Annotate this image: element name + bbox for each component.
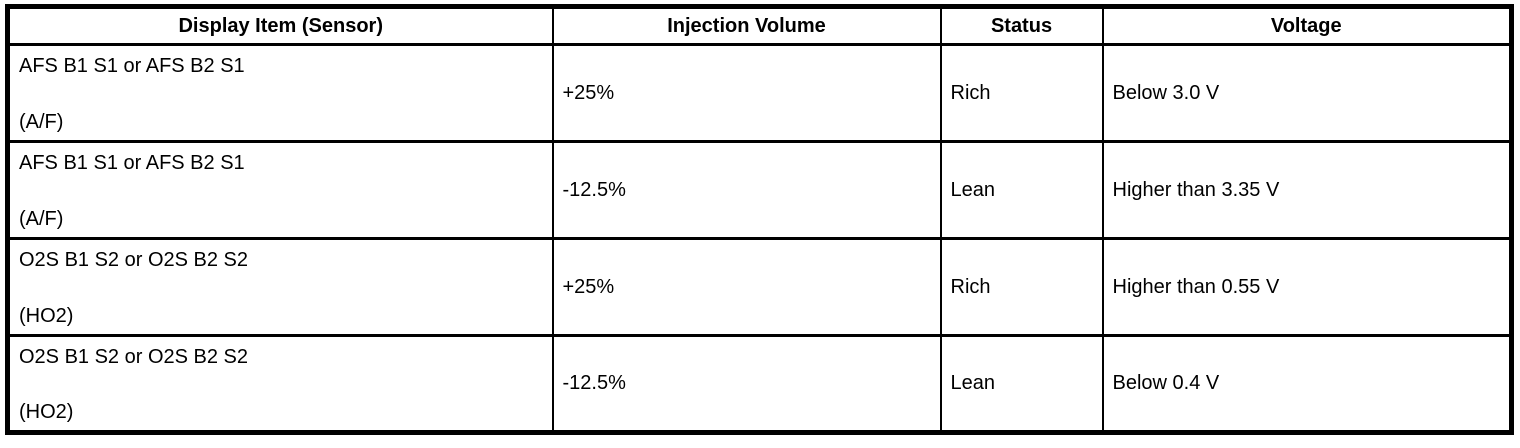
status-cell: Lean	[939, 334, 1104, 434]
voltage-cell: Below 0.4 V	[1101, 334, 1513, 434]
col-header-injection-volume: Injection Volume	[551, 5, 942, 46]
status-cell: Rich	[939, 237, 1104, 337]
sensor-cell: O2S B1 S2 or O2S B2 S2 (HO2)	[6, 334, 554, 434]
col-header-display-item: Display Item (Sensor)	[6, 5, 554, 46]
sensor-type: (HO2)	[19, 401, 74, 423]
status-cell: Lean	[939, 140, 1104, 240]
header-row: Display Item (Sensor) Injection Volume S…	[6, 5, 1513, 46]
sensor-cell: AFS B1 S1 or AFS B2 S1 (A/F)	[6, 43, 554, 143]
voltage-cell: Below 3.0 V	[1101, 43, 1513, 143]
sensor-type: (A/F)	[19, 111, 64, 133]
table-row: AFS B1 S1 or AFS B2 S1 (A/F) +25% Rich B…	[6, 43, 1513, 143]
sensor-type: (HO2)	[19, 305, 74, 327]
injection-volume-cell: -12.5%	[551, 334, 942, 434]
table-row: AFS B1 S1 or AFS B2 S1 (A/F) -12.5% Lean…	[6, 140, 1513, 240]
injection-volume-cell: -12.5%	[551, 140, 942, 240]
voltage-cell: Higher than 0.55 V	[1101, 237, 1513, 337]
sensor-type: (A/F)	[19, 208, 64, 230]
sensor-name: AFS B1 S1 or AFS B2 S1	[19, 152, 245, 174]
injection-volume-cell: +25%	[551, 237, 942, 337]
table-row: O2S B1 S2 or O2S B2 S2 (HO2) +25% Rich H…	[6, 237, 1513, 337]
voltage-cell: Higher than 3.35 V	[1101, 140, 1513, 240]
col-header-voltage: Voltage	[1101, 5, 1513, 46]
sensor-name: O2S B1 S2 or O2S B2 S2	[19, 249, 249, 271]
sensor-cell: AFS B1 S1 or AFS B2 S1 (A/F)	[6, 140, 554, 240]
sensor-cell: O2S B1 S2 or O2S B2 S2 (HO2)	[6, 237, 554, 337]
status-cell: Rich	[939, 43, 1104, 143]
sensor-name: AFS B1 S1 or AFS B2 S1	[19, 55, 245, 77]
sensor-spec-table: Display Item (Sensor) Injection Volume S…	[5, 4, 1514, 435]
col-header-status: Status	[939, 5, 1104, 46]
injection-volume-cell: +25%	[551, 43, 942, 143]
sensor-name: O2S B1 S2 or O2S B2 S2	[19, 346, 249, 368]
table-row: O2S B1 S2 or O2S B2 S2 (HO2) -12.5% Lean…	[6, 334, 1513, 434]
